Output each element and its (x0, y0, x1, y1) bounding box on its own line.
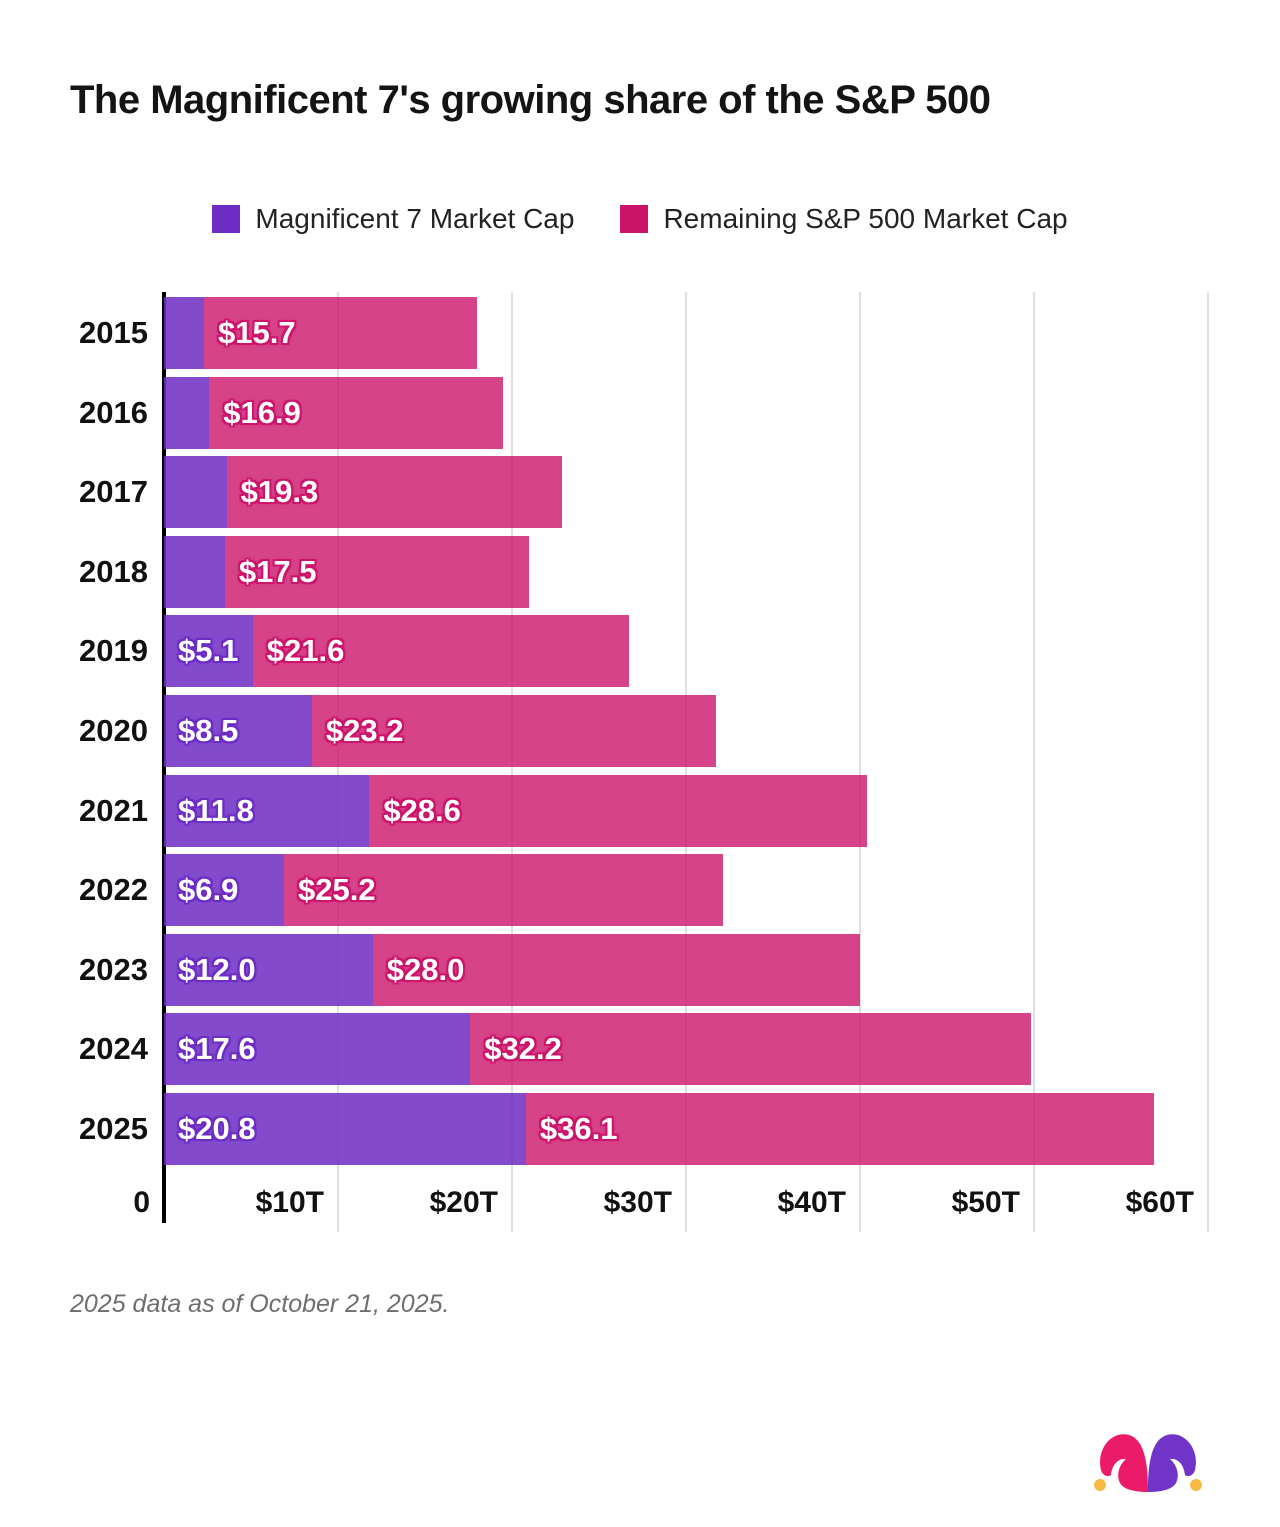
bar-segment-magnificent7-2019: $5.1 (164, 615, 253, 688)
jester-hat-left-lobe (1100, 1434, 1148, 1492)
bar-segment-magnificent7-2020: $8.5 (164, 695, 312, 767)
jester-ball-left (1094, 1479, 1106, 1491)
bar-row-2024: 2024 $17.6 $32.2 (0, 1013, 1280, 1086)
bar-row-2022: 2022 $6.9 $25.2 (0, 854, 1280, 927)
x-tick-30t: $30T (603, 1186, 672, 1219)
bar-value-label: $36.1 (539, 1111, 618, 1146)
year-label-2025: 2025 (79, 1111, 148, 1146)
bar-row-2017: 2017 $19.3 (0, 456, 1280, 529)
bar-segment-remaining-2025: $36.1 (525, 1093, 1155, 1165)
bar-segment-remaining-2023: $28.0 (372, 933, 860, 1006)
bar-segment-remaining-2015: $15.7 (204, 297, 478, 369)
bar-segment-remaining-2022: $25.2 (284, 854, 723, 927)
bar-row-2020: 2020 $8.5 $23.2 (0, 695, 1280, 767)
legend-label-magnificent-7: Magnificent 7 Market Cap (255, 203, 575, 234)
bar-value-label: $17.5 (238, 553, 317, 589)
bar-value-label: $28.0 (386, 951, 465, 987)
year-label-2018: 2018 (79, 553, 148, 589)
x-tick-10t: $10T (255, 1186, 324, 1219)
year-label-2022: 2022 (79, 872, 148, 908)
year-label-2023: 2023 (79, 951, 148, 987)
year-label-2017: 2017 (79, 474, 148, 510)
legend-swatch-remaining-sp500 (620, 205, 649, 233)
legend-label-remaining-sp500: Remaining S&P 500 Market Cap (663, 203, 1068, 234)
year-label-2016: 2016 (79, 394, 148, 430)
bar-value-label: $11.8 (178, 792, 254, 828)
year-label-2019: 2019 (79, 633, 148, 669)
bar-segment-remaining-2018: $17.5 (224, 535, 530, 608)
bar-segment-magnificent7-2017 (164, 456, 227, 529)
bar-row-2015: 2015 $15.7 (0, 297, 1280, 369)
bar-value-label: $8.5 (178, 713, 239, 748)
motley-fool-jester-hat-icon (1094, 1434, 1202, 1492)
jester-hat-right-lobe (1148, 1434, 1196, 1492)
bar-segment-magnificent7-2021: $11.8 (164, 774, 370, 847)
bar-value-label: $23.2 (325, 713, 404, 748)
bar-segment-magnificent7-2023: $12.0 (164, 933, 373, 1006)
x-tick-50t: $50T (951, 1186, 1020, 1219)
footnote: 2025 data as of October 21, 2025. (70, 1290, 450, 1318)
gridline-50t (1033, 292, 1035, 1232)
gridline-40t (859, 292, 861, 1232)
bar-value-label: $6.9 (178, 872, 239, 908)
bar-row-2023: 2023 $12.0 $28.0 (0, 933, 1280, 1006)
bar-segment-remaining-2019: $21.6 (252, 615, 629, 688)
chart-title: The Magnificent 7's growing share of the… (70, 78, 991, 122)
bar-value-label: $15.7 (218, 315, 296, 350)
bar-value-label: $16.9 (223, 394, 301, 430)
legend-swatch-magnificent-7 (212, 205, 241, 233)
bar-segment-remaining-2017: $19.3 (226, 456, 563, 529)
bar-value-label: $25.2 (298, 872, 376, 908)
bar-segment-magnificent7-2018 (164, 535, 225, 608)
bar-value-label: $20.8 (178, 1111, 256, 1146)
x-tick-0t: 0 (133, 1186, 150, 1219)
gridline-60t (1207, 292, 1209, 1232)
bar-value-label: $32.2 (484, 1031, 562, 1067)
x-tick-20t: $20T (429, 1186, 498, 1219)
bar-value-label: $12.0 (178, 951, 256, 987)
bar-row-2018: 2018 $17.5 (0, 535, 1280, 608)
bar-segment-magnificent7-2025: $20.8 (164, 1093, 526, 1165)
bar-segment-remaining-2016: $16.9 (209, 376, 504, 449)
bar-row-2025: 2025 $20.8 $36.1 (0, 1093, 1280, 1165)
x-tick-40t: $40T (777, 1186, 846, 1219)
x-tick-60t: $60T (1125, 1186, 1194, 1219)
bar-value-label: $21.6 (266, 633, 345, 669)
bar-segment-magnificent7-2015 (164, 297, 205, 369)
legend-item-magnificent-7: Magnificent 7 Market Cap (212, 203, 574, 235)
bar-segment-remaining-2021: $28.6 (369, 774, 867, 847)
year-label-2024: 2024 (79, 1031, 148, 1067)
bar-value-label: $19.3 (240, 474, 319, 510)
bar-row-2019: 2019 $5.1 $21.6 (0, 615, 1280, 688)
bar-row-2021: 2021 $11.8 $28.6 (0, 774, 1280, 847)
bar-segment-magnificent7-2024: $17.6 (164, 1013, 471, 1086)
bar-segment-remaining-2020: $23.2 (311, 695, 716, 767)
year-label-2020: 2020 (79, 713, 148, 748)
bar-segment-remaining-2024: $32.2 (470, 1013, 1031, 1086)
bar-segment-magnificent7-2016 (164, 376, 210, 449)
jester-ball-right (1190, 1479, 1202, 1491)
bar-segment-magnificent7-2022: $6.9 (164, 854, 285, 927)
bar-row-2016: 2016 $16.9 (0, 376, 1280, 449)
bar-value-label: $28.6 (383, 792, 461, 828)
year-label-2015: 2015 (79, 315, 148, 350)
year-label-2021: 2021 (79, 792, 148, 828)
legend-item-remaining-sp500: Remaining S&P 500 Market Cap (620, 203, 1068, 235)
bar-value-label: $5.1 (178, 633, 239, 669)
bar-value-label: $17.6 (178, 1031, 256, 1067)
legend: Magnificent 7 Market Cap Remaining S&P 5… (0, 203, 1280, 235)
